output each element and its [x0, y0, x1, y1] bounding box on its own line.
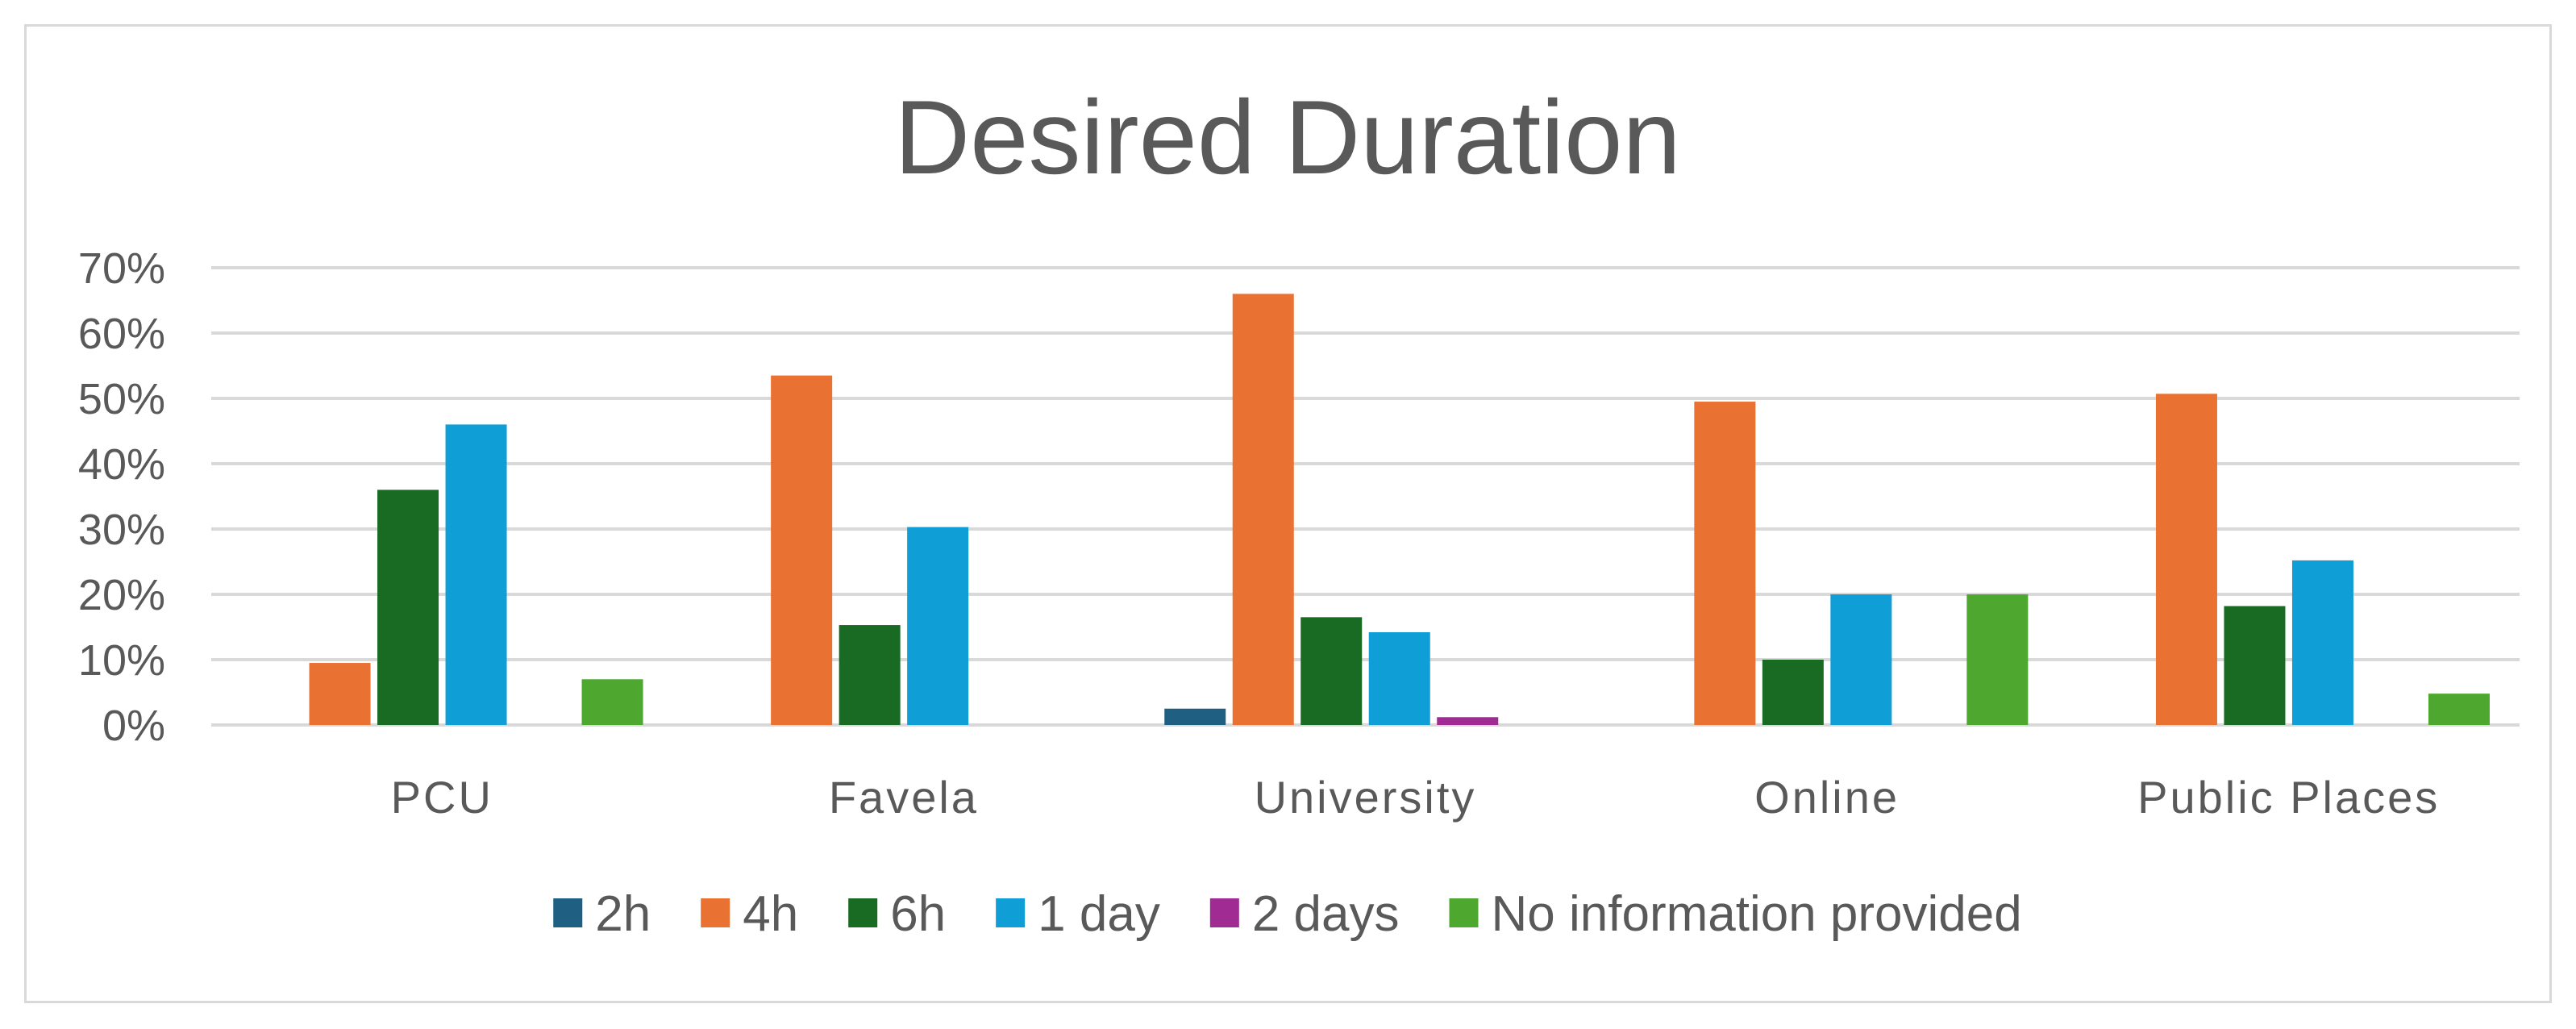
bar	[1300, 617, 1363, 725]
x-category-label: Public Places	[2137, 772, 2440, 823]
bar	[771, 375, 833, 725]
y-tick-label: 10%	[78, 636, 165, 685]
legend-swatch	[553, 898, 583, 927]
y-tick-label: 0%	[102, 702, 165, 750]
y-tick-label: 20%	[78, 571, 165, 619]
bar	[445, 424, 507, 725]
legend-swatch	[1449, 898, 1479, 927]
bars	[309, 294, 2490, 725]
x-category-label: PCU	[391, 772, 493, 823]
legend-swatch	[996, 898, 1026, 927]
bar	[1164, 708, 1226, 725]
legend-swatch	[848, 898, 878, 927]
bar	[1830, 594, 1892, 725]
bar	[2428, 694, 2490, 725]
bar	[907, 527, 969, 725]
bar	[1762, 660, 1824, 725]
bar	[1966, 594, 2029, 725]
bar	[2155, 394, 2217, 725]
bar	[1232, 294, 1294, 725]
legend-label: 2h	[595, 886, 651, 942]
bar	[581, 679, 643, 725]
x-category-label: Favela	[829, 772, 979, 823]
legend-label: No information provided	[1492, 886, 2022, 942]
bar	[2224, 606, 2286, 725]
legend-label: 1 day	[1038, 886, 1160, 942]
y-axis-tick-labels: 0% 10% 20% 30% 40% 50% 60% 70%	[78, 244, 165, 750]
legend: 2h 4h 6h 1 day 2 days No information provided	[553, 886, 2022, 942]
bar	[2291, 560, 2353, 725]
y-tick-label: 30%	[78, 506, 165, 554]
legend-swatch	[1209, 898, 1239, 927]
chart-title: Desired Duration	[894, 78, 1680, 196]
legend-swatch	[701, 898, 730, 927]
y-tick-label: 40%	[78, 440, 165, 489]
bar	[1694, 402, 1756, 725]
x-category-label: Online	[1754, 772, 1900, 823]
bar	[1437, 717, 1499, 725]
legend-label: 2 days	[1252, 886, 1400, 942]
bar	[377, 490, 439, 725]
legend-label: 6h	[890, 886, 946, 942]
bar	[309, 663, 371, 725]
y-tick-label: 70%	[78, 244, 165, 293]
y-tick-label: 60%	[78, 310, 165, 358]
x-category-label: University	[1255, 772, 1477, 823]
legend-label: 4h	[743, 886, 798, 942]
bar	[1368, 631, 1430, 725]
y-tick-label: 50%	[78, 375, 165, 423]
bar	[839, 625, 901, 725]
x-axis-category-labels: PCU Favela University Online Public Places	[391, 772, 2440, 823]
